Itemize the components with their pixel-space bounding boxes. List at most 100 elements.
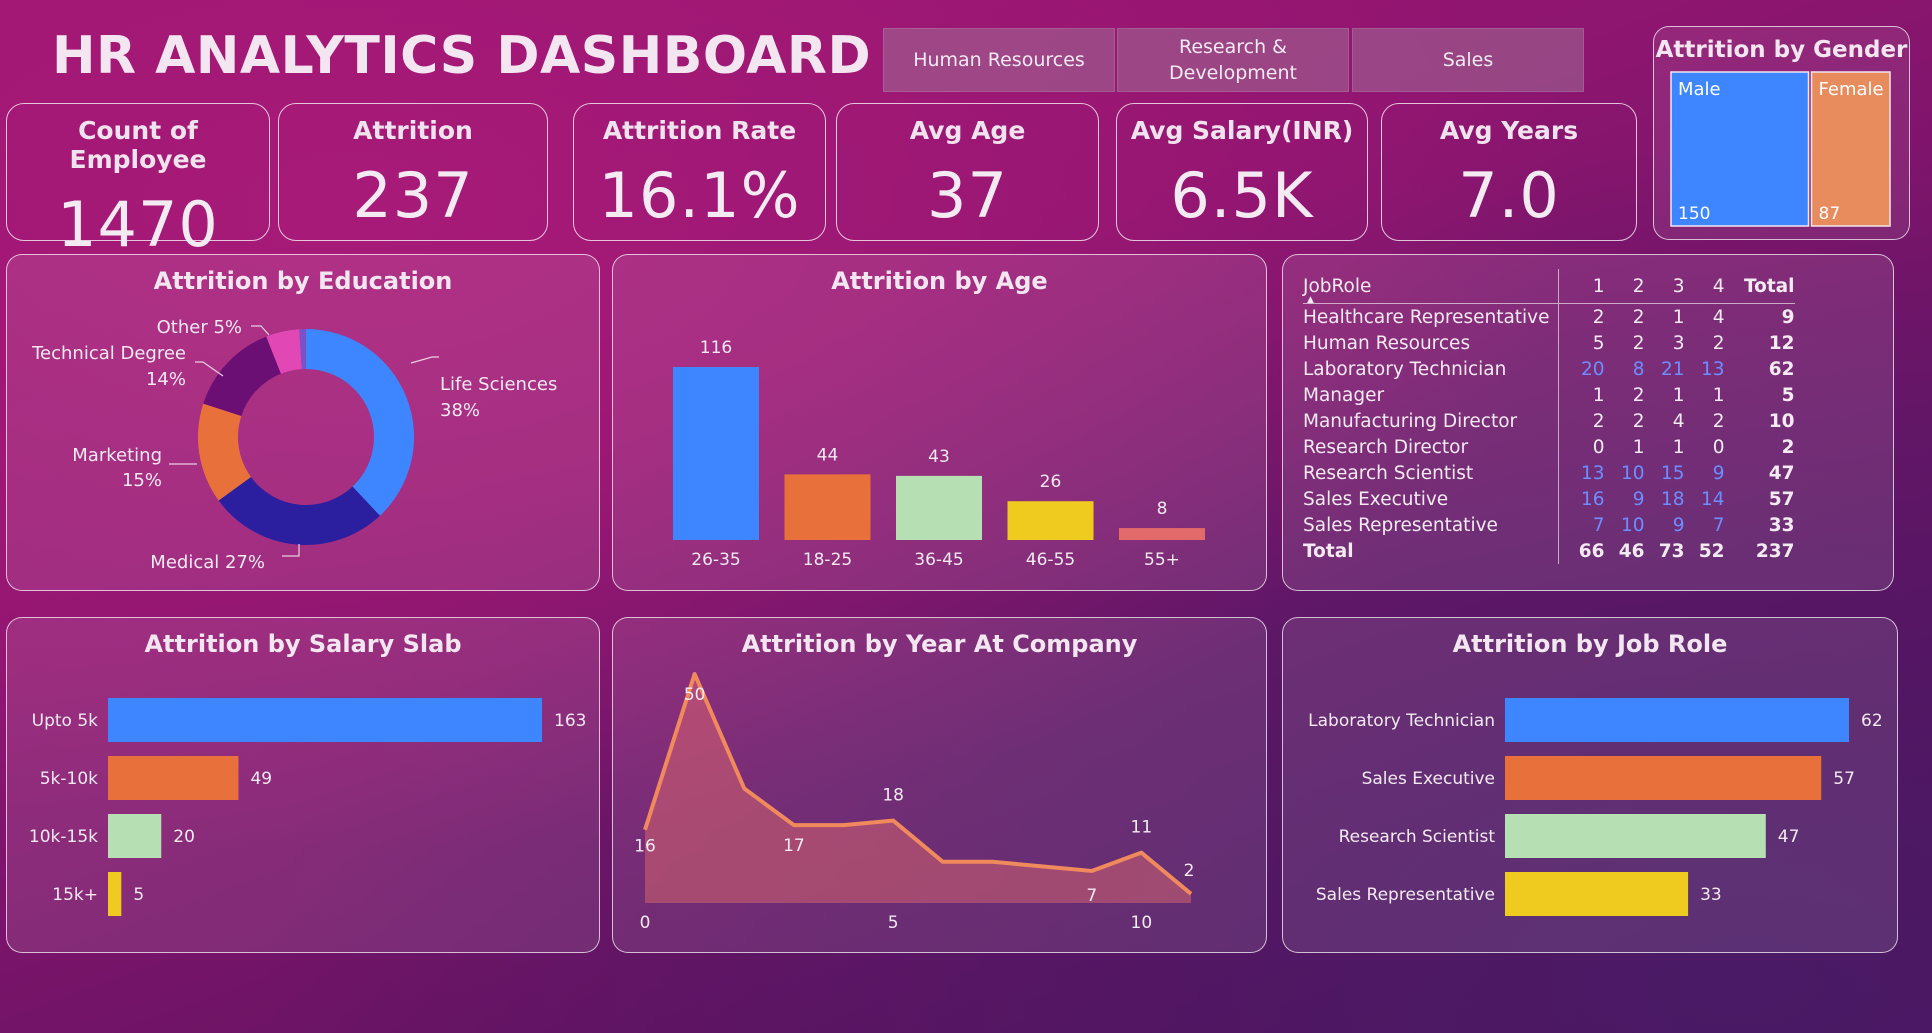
jobrole-bar-panel: Attrition by Job Role Laboratory Technic…	[1282, 617, 1898, 953]
matrix-cell: 2	[1557, 408, 1605, 434]
matrix-cell: 0	[1712, 436, 1725, 458]
matrix-cell: 9	[1712, 462, 1725, 484]
matrix-row-total: 12	[1768, 332, 1795, 354]
age-title: Attrition by Age	[831, 267, 1048, 295]
jobrole-category: Research Scientist	[1339, 827, 1496, 847]
matrix-row-total: 2	[1781, 436, 1795, 458]
salary-bar[interactable]	[108, 756, 239, 800]
jobrole-title: Attrition by Job Role	[1452, 630, 1728, 658]
gender-tile-label: Male	[1678, 79, 1721, 100]
jobrole-bar[interactable]	[1505, 698, 1849, 742]
jobrole-bar[interactable]	[1505, 756, 1822, 800]
matrix-row[interactable]: Manufacturing Director 2 2 4 2 10	[1303, 408, 1795, 434]
kpi-label: Avg Years	[1439, 116, 1579, 145]
matrix-header-jobrole[interactable]: JobRole ▲	[1303, 269, 1558, 306]
kpi-label: Attrition	[353, 116, 473, 145]
donut-label-pct: 38%	[440, 400, 480, 421]
kpi-avg-salary: Avg Salary(INR) 6.5K	[1116, 103, 1368, 241]
education-donut: Life Sciences 38% Medical 27% Marketing 15% T…	[31, 317, 557, 573]
jobrole-category: Laboratory Technician	[1308, 711, 1495, 731]
salary-title: Attrition by Salary Slab	[144, 630, 462, 658]
matrix-cell: 8	[1632, 358, 1645, 380]
kpi-avg-age: Avg Age 37	[836, 103, 1099, 241]
years-point-label: 16	[634, 837, 656, 857]
gender-tile-value: 87	[1819, 204, 1841, 224]
matrix-cell: 7	[1557, 512, 1605, 538]
donut-label: Technical Degree	[31, 343, 186, 364]
matrix-cell: 46	[1618, 540, 1645, 562]
jobrole-value: 57	[1833, 769, 1855, 789]
years-area	[645, 674, 1191, 903]
age-bar-46-55[interactable]	[1007, 501, 1094, 540]
years-panel: Attrition by Year At Company 16 50 17 18 7 11…	[612, 617, 1267, 953]
matrix-row[interactable]: Manager 1 2 1 1 5	[1303, 382, 1795, 408]
matrix-cell: 10	[1620, 462, 1645, 484]
kpi-attrition: Attrition 237	[278, 103, 548, 241]
donut-slice-marketing[interactable]	[197, 403, 251, 501]
jobrole-bar[interactable]	[1505, 872, 1689, 916]
matrix-row[interactable]: Sales Executive 16 9 18 14 57	[1303, 486, 1795, 512]
age-bar-18-25[interactable]	[784, 474, 871, 540]
matrix-role-label: Manufacturing Director	[1303, 410, 1518, 432]
kpi-avg-years: Avg Years 7.0	[1381, 103, 1637, 241]
age-bar-value: 26	[1040, 472, 1062, 492]
gender-tile-label: Female	[1819, 79, 1884, 100]
matrix-row-total: 5	[1781, 384, 1795, 406]
matrix-row-total: 47	[1768, 462, 1795, 484]
donut-slice-medical[interactable]	[218, 476, 380, 545]
age-bar-26-35[interactable]	[673, 367, 759, 540]
slicer-research-development[interactable]: Research & Development	[1117, 28, 1349, 92]
donut-slice-human-resources[interactable]	[299, 329, 306, 370]
matrix-role-label: Total	[1303, 540, 1354, 562]
matrix-row[interactable]: Healthcare Representative 2 2 1 4 9	[1303, 303, 1795, 330]
donut-slice-life-sciences[interactable]	[306, 329, 414, 516]
matrix-total-row[interactable]: Total 66 46 73 52 237	[1303, 538, 1795, 564]
salary-value: 20	[173, 827, 195, 847]
years-title: Attrition by Year At Company	[741, 630, 1138, 658]
salary-value: 163	[554, 711, 586, 731]
matrix-row[interactable]: Human Resources 5 2 3 2 12	[1303, 330, 1795, 356]
salary-category: 15k+	[52, 885, 98, 905]
matrix-cell: 1	[1712, 384, 1725, 406]
donut-leader-line	[251, 325, 270, 336]
matrix-header-total[interactable]: Total	[1743, 275, 1795, 297]
matrix-row[interactable]: Laboratory Technician 20 8 21 13 62	[1303, 356, 1795, 382]
matrix-cell: 16	[1557, 486, 1605, 512]
years-point-label: 17	[783, 836, 805, 856]
years-x-tick: 10	[1131, 913, 1153, 933]
salary-category: 10k-15k	[29, 827, 98, 847]
salary-bar[interactable]	[108, 872, 122, 916]
jobrole-bar[interactable]	[1505, 814, 1766, 858]
salary-panel: Attrition by Salary Slab Upto 5k 163 5k-10…	[6, 617, 600, 953]
years-x-tick: 5	[888, 913, 899, 933]
slicer-sales[interactable]: Sales	[1352, 28, 1584, 92]
matrix-row[interactable]: Research Scientist 13 10 15 9 47	[1303, 460, 1795, 486]
salary-bar[interactable]	[108, 698, 542, 742]
donut-label-pct: 15%	[122, 470, 162, 491]
kpi-value: 7.0	[1458, 159, 1560, 232]
matrix-cell: 2	[1632, 306, 1645, 328]
matrix-row[interactable]: Sales Representative 7 10 9 7 33	[1303, 512, 1795, 538]
donut-label-pct: 14%	[146, 369, 186, 390]
age-bar-chart: 116 26-35 44 18-25 43 36-45 26 46-55 8 55+	[673, 338, 1205, 570]
salary-bar[interactable]	[108, 814, 162, 858]
kpi-value: 237	[352, 159, 474, 232]
gender-tile-male[interactable]	[1670, 71, 1810, 227]
matrix-header-col[interactable]: 3	[1672, 275, 1685, 297]
donut-slice-technical-degree[interactable]	[203, 336, 281, 416]
years-point-label: 7	[1086, 886, 1097, 906]
donut-leader-line	[282, 544, 300, 557]
matrix-header-col[interactable]: 1	[1557, 269, 1605, 304]
donut-slice-other[interactable]	[266, 329, 302, 374]
matrix-header-label: JobRole	[1303, 275, 1372, 297]
age-bar-55+[interactable]	[1119, 528, 1205, 540]
slicer-human-resources[interactable]: Human Resources	[883, 28, 1115, 92]
age-bar-36-45[interactable]	[896, 475, 982, 540]
jobrole-category: Sales Representative	[1316, 885, 1495, 905]
gender-tile-female[interactable]	[1810, 71, 1891, 227]
matrix-row[interactable]: Research Director 0 1 1 0 2	[1303, 434, 1795, 460]
donut-label: Life Sciences	[440, 374, 557, 395]
gender-tile-value: 150	[1678, 204, 1710, 224]
matrix-header-col[interactable]: 4	[1712, 275, 1725, 297]
matrix-header-col[interactable]: 2	[1632, 275, 1645, 297]
